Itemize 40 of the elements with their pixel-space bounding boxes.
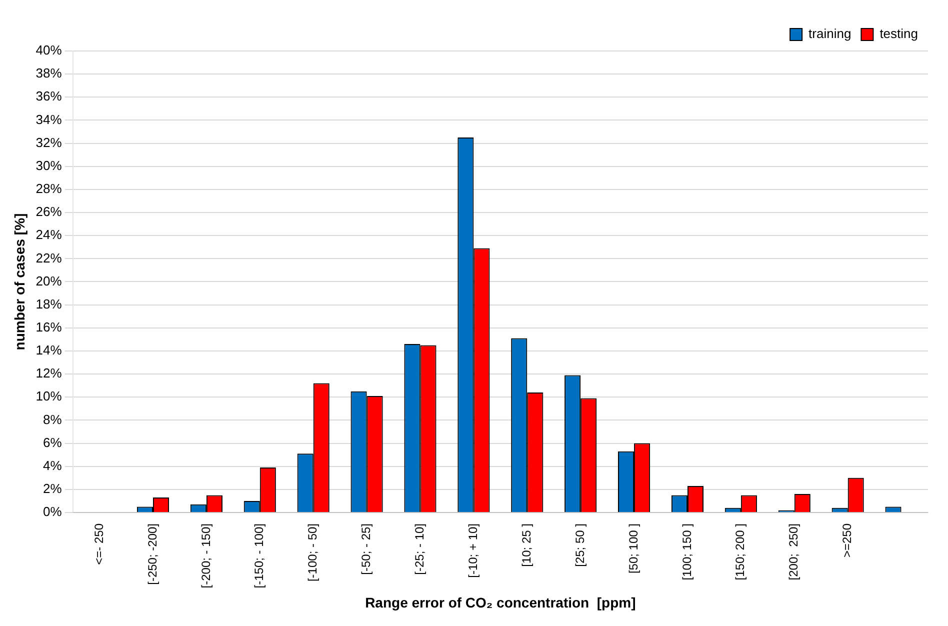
x-tick-label: [-50; - 25] [359,523,374,575]
x-tick-label: [-250; -200] [145,523,160,585]
y-axis-title: number of cases [%] [11,213,28,350]
x-tick-label: [-200; - 150] [198,523,213,588]
legend-label: training [808,26,852,42]
x-tick-label: [25; 50 ] [572,523,587,567]
y-tick-label: 24% [36,227,62,242]
y-tick-label: 34% [36,112,62,127]
y-tick-label: 14% [36,342,62,358]
x-tick-label: [10; 25 ] [519,523,534,567]
x-tick-label: <=- 250 [92,523,106,565]
x-tick-label: [-150; - 100] [252,523,266,588]
x-tick-label: [-100; - 50] [306,523,320,582]
y-tick-label: 16% [36,319,62,334]
y-tick-label: 0% [43,504,62,520]
y-tick-label: 2% [43,481,62,496]
x-tick-label: [-10; + 10] [466,523,480,578]
x-tick-label: [50; 100 ] [626,523,640,574]
y-tick-label: 30% [36,158,62,173]
x-tick-label: [150; 200 ] [733,523,748,580]
y-tick-label: 6% [43,434,62,450]
x-tick-label: [-25; - 10] [412,523,427,575]
y-tick-label: 4% [43,458,62,473]
x-tick-label: [200; 250] [786,523,801,580]
y-tick-label: 18% [36,296,62,312]
y-tick-label: 32% [36,134,62,150]
y-tick-label: 12% [36,366,62,381]
y-tick-label: 28% [36,181,62,196]
y-tick-label: 40% [36,42,62,58]
x-axis-title: Range error of CO₂ concentration [ppm] [365,594,636,610]
y-tick-label: 10% [36,388,62,404]
y-tick-label: 36% [36,88,62,104]
y-tick-label: 26% [36,204,62,220]
x-tick-label: >=250 [840,523,854,558]
legend-label: testing [880,26,918,42]
y-tick-label: 20% [36,273,62,288]
x-tick-label: [100; 150 ] [680,523,694,580]
y-tick-label: 22% [36,250,62,266]
y-tick-label: 8% [43,412,62,427]
y-tick-label: 38% [36,66,62,81]
